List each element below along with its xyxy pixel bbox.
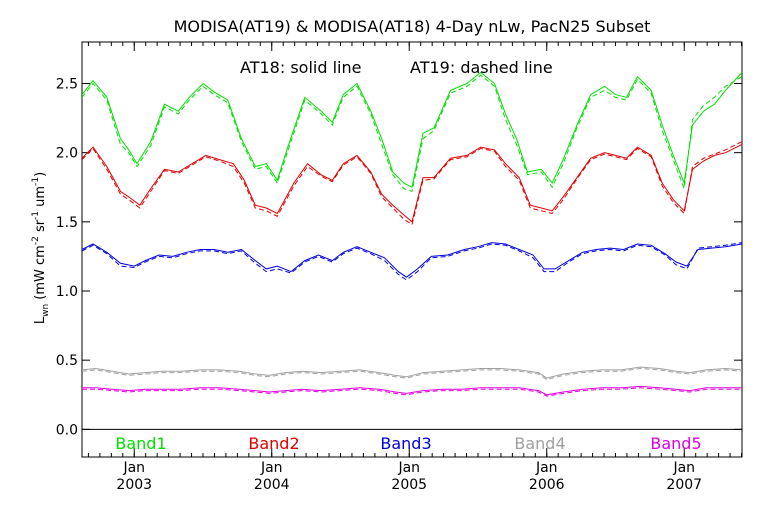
chart-title: MODISA(AT19) & MODISA(AT18) 4-Day nLw, P… — [174, 17, 651, 36]
x-tick-month: Jan — [397, 460, 420, 476]
y-label-sub: wn — [41, 304, 51, 317]
y-label-main: L — [33, 316, 48, 324]
y-tick-label: 2.0 — [56, 146, 78, 162]
legend-band2: Band2 — [248, 434, 299, 453]
series-band4-at19 — [81, 367, 743, 381]
series-band2-at18 — [81, 143, 743, 223]
y-tick-label: 0.5 — [56, 353, 78, 369]
legend-band5: Band5 — [650, 434, 701, 453]
legend-band4: Band4 — [514, 434, 565, 453]
legend-band3: Band3 — [380, 434, 431, 453]
y-tick-label: 0.0 — [56, 422, 78, 438]
x-tick-year: 2006 — [529, 477, 565, 493]
plot-frame — [81, 41, 743, 458]
x-tick-month: Jan — [122, 460, 145, 476]
y-axis-label: Lwn (mW cm-2 sr-1 um-1) — [31, 172, 51, 324]
series-band3-at18 — [81, 242, 743, 278]
series-band1-at19 — [81, 74, 743, 193]
legend: Band1 Band2 Band3 Band4 Band5 — [115, 434, 701, 453]
series-band3-at19 — [81, 242, 743, 281]
x-tick-month: Jan — [672, 460, 695, 476]
annotation-at18: AT18: solid line — [240, 58, 361, 77]
y-tick-label: 1.5 — [56, 215, 78, 231]
series-band5-at18 — [82, 385, 742, 396]
series-band5-at19 — [82, 387, 742, 397]
y-label-sup2: -1 — [31, 211, 41, 220]
series-band2-at19 — [81, 141, 743, 226]
annotation-at19: AT19: dashed line — [410, 58, 553, 77]
y-label-sup1: -2 — [31, 236, 41, 245]
series-band1-at18 — [81, 71, 743, 189]
x-tick-month: Jan — [535, 460, 558, 476]
y-axis: 0.0 0.5 1.0 1.5 2.0 2.5 — [56, 77, 742, 438]
y-label-units-a: (mW cm — [33, 245, 48, 304]
series-layer — [81, 71, 743, 397]
svg-text:Lwn (mW cm-2 sr-1 um-1): Lwn (mW cm-2 sr-1 um-1) — [31, 172, 51, 324]
x-tick-year: 2007 — [666, 477, 702, 493]
legend-band1: Band1 — [115, 434, 166, 453]
x-tick-year: 2004 — [254, 477, 290, 493]
y-tick-label: 2.5 — [56, 77, 78, 93]
x-tick-year: 2003 — [116, 477, 152, 493]
y-label-units-d: ) — [33, 172, 48, 177]
series-band4-at18 — [81, 366, 743, 379]
y-label-units-c: um — [33, 186, 48, 211]
x-tick-year: 2005 — [391, 477, 427, 493]
y-label-units-b: sr — [33, 219, 48, 236]
x-tick-month: Jan — [260, 460, 283, 476]
y-label-sup3: -1 — [31, 177, 41, 186]
y-tick-label: 1.0 — [56, 284, 78, 300]
